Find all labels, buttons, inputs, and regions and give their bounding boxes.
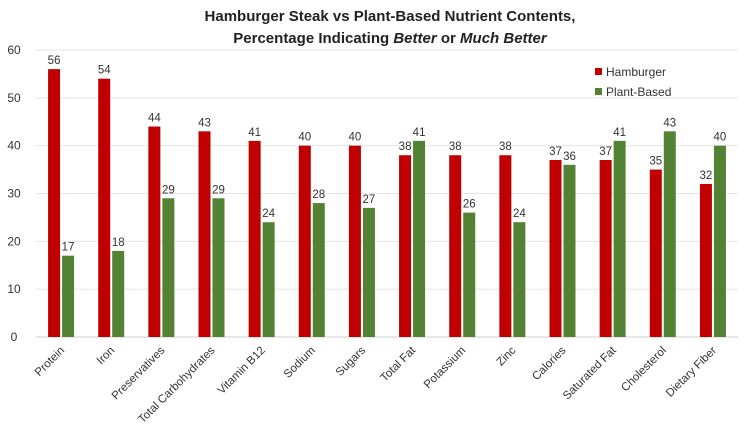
bar-plant-based [463,212,476,337]
data-label: 28 [312,189,325,201]
bar-plant-based [362,207,375,337]
chart-title-line2: Percentage Indicating Better or Much Bet… [233,30,548,47]
data-label: 54 [98,65,111,77]
data-label: 36 [563,151,576,163]
bar-hamburger [198,131,211,337]
bar-plant-based [613,140,626,337]
y-tick-label: 30 [7,187,21,201]
y-tick-label: 0 [11,330,18,344]
data-label: 40 [714,132,727,144]
bar-plant-based [312,203,325,337]
bar-hamburger [48,69,61,337]
y-tick-label: 20 [7,234,21,248]
bar-hamburger [699,183,712,337]
bar-hamburger [348,145,361,337]
chart-title-line1: Hamburger Steak vs Plant-Based Nutrient … [205,8,576,25]
bar-hamburger [399,155,412,337]
data-label: 29 [162,184,175,196]
y-tick-label: 50 [7,91,21,105]
x-tick-label: Saturated Fat [561,344,619,402]
y-tick-label: 40 [7,139,21,153]
legend: Hamburger Plant-Based [595,65,671,99]
bar-hamburger [148,126,161,338]
bar-plant-based [413,140,426,337]
data-label: 38 [399,141,412,153]
data-label: 18 [112,237,125,249]
bar-plant-based [212,198,225,337]
data-label: 40 [298,132,311,144]
data-label: 38 [499,141,512,153]
legend-label: Plant-Based [606,85,671,99]
x-tick-label: Sugars [334,344,368,378]
x-tick-label: Sodium [282,345,318,381]
data-label: 41 [248,127,261,139]
x-tick-label: Iron [95,345,118,368]
bar-plant-based [663,131,676,337]
bar-plant-based [262,222,275,337]
bar-hamburger [599,160,612,337]
data-label: 37 [549,146,562,158]
data-label: 40 [349,132,362,144]
bar-hamburger [549,160,562,337]
bar-plant-based [513,222,526,337]
bar-hamburger [449,155,462,337]
bar-plant-based [563,164,576,337]
x-tick-label: Cholesterol [619,345,669,395]
data-label: 43 [663,117,676,129]
bar-hamburger [298,145,311,337]
bar-hamburger [98,78,111,337]
data-label: 41 [413,127,426,139]
bar-plant-based [62,255,75,337]
bar-plant-based [713,145,726,337]
legend-swatch [595,68,602,75]
data-label: 43 [198,117,211,129]
y-tick-label: 10 [7,282,21,296]
data-label: 32 [700,170,713,182]
data-label: 41 [613,127,626,139]
data-label: 24 [513,208,526,220]
x-tick-label: Dietary Fiber [664,345,719,400]
data-label: 24 [262,208,275,220]
bar-plant-based [162,198,175,337]
x-tick-label: Zinc [495,344,519,368]
data-label: 17 [62,242,75,254]
bar-hamburger [499,155,512,337]
data-label: 26 [463,199,476,211]
bar-hamburger [248,140,261,337]
data-label: 35 [649,156,662,168]
data-label: 27 [363,194,376,206]
data-label: 56 [48,55,61,67]
y-tick-label: 60 [7,43,21,57]
data-label: 37 [599,146,612,158]
data-label: 44 [148,113,161,125]
bar-plant-based [112,250,125,337]
bar-hamburger [649,169,662,337]
x-tick-label: Protein [33,345,67,379]
x-tick-label: Potassium [422,345,468,391]
data-label: 29 [212,184,225,196]
x-tick-label: Vitamin B12 [216,345,268,397]
x-tick-label: Calories [530,344,568,382]
legend-label: Hamburger [606,65,666,79]
data-label: 38 [449,141,462,153]
x-tick-label: Total Fat [379,344,419,384]
legend-swatch [595,88,602,95]
